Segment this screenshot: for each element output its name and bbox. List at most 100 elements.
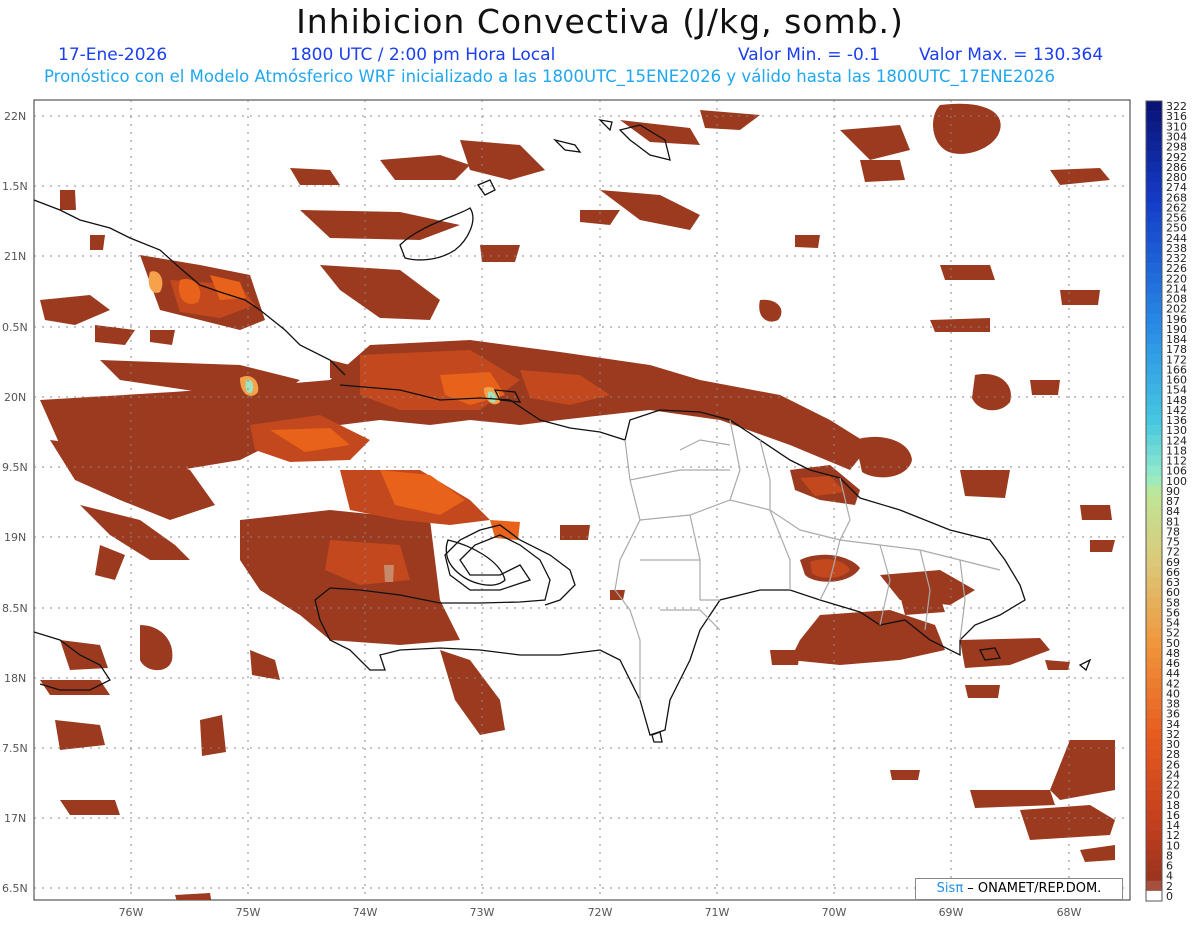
colorbar-label: 250: [1166, 222, 1187, 235]
colorbar-label: 184: [1166, 333, 1187, 346]
colorbar-swatch: [1146, 769, 1162, 780]
colorbar-swatch: [1146, 404, 1162, 416]
colorbar-swatch: [1146, 718, 1162, 730]
plot-frame: [33, 99, 1131, 901]
colorbar-swatch: [1146, 171, 1162, 183]
colorbar-label: 81: [1166, 515, 1180, 528]
colorbar-label: 280: [1166, 171, 1187, 184]
colorbar-label: 56: [1166, 606, 1180, 619]
colorbar-swatch: [1146, 141, 1162, 152]
colorbar-label: 42: [1166, 677, 1180, 690]
colorbar-label: 20: [1166, 789, 1180, 802]
colorbar-label: 4: [1166, 870, 1173, 883]
colorbar-label: 202: [1166, 303, 1187, 316]
lat-label: 18N: [4, 672, 26, 685]
colorbar-label: 58: [1166, 596, 1180, 609]
colorbar-label: 0: [1166, 890, 1173, 903]
colorbar-swatch: [1146, 374, 1162, 385]
lat-labels: 22N 1.5N 21N 0.5N 20N 9.5N 19N 8.5N 18N …: [2, 110, 28, 895]
colorbar-label: 268: [1166, 191, 1187, 204]
lat-label: 8.5N: [2, 602, 28, 615]
lat-label: 19N: [4, 531, 26, 544]
colorbar-label: 63: [1166, 576, 1180, 589]
lon-label: 68W: [1057, 906, 1082, 919]
colorbar-label: 18: [1166, 799, 1180, 812]
colorbar-label: 52: [1166, 627, 1180, 640]
lon-label: 74W: [353, 906, 378, 919]
lat-label: 1.5N: [2, 180, 28, 193]
colorbar-label: 90: [1166, 485, 1180, 498]
colorbar-label: 60: [1166, 586, 1180, 599]
colorbar-label: 112: [1166, 455, 1187, 468]
colorbar-label: 14: [1166, 819, 1180, 832]
lat-label: 0.5N: [2, 321, 28, 334]
colorbar-swatch: [1146, 232, 1162, 244]
lat-label: 17N: [4, 812, 26, 825]
colorbar-label: 310: [1166, 120, 1187, 133]
colorbar-swatch: [1146, 890, 1162, 902]
colorbar-swatch: [1146, 425, 1162, 436]
colorbar-swatch: [1146, 698, 1162, 709]
colorbar-label: 100: [1166, 475, 1187, 488]
colorbar-label: 28: [1166, 748, 1180, 761]
lat-label: 6.5N: [2, 882, 28, 895]
colorbar-label: 8: [1166, 849, 1173, 862]
colorbar-label: 69: [1166, 556, 1180, 569]
colorbar-swatch: [1146, 263, 1162, 274]
colorbar-swatch: [1146, 283, 1162, 294]
colorbar-label: 190: [1166, 323, 1187, 336]
colorbar-swatch: [1146, 637, 1162, 649]
colorbar-label: 40: [1166, 687, 1180, 700]
colorbar-label: 292: [1166, 151, 1187, 164]
colorbar-swatch: [1146, 830, 1162, 841]
lat-label: 21N: [4, 250, 26, 263]
lon-label: 75W: [236, 906, 261, 919]
colorbar-swatch: [1146, 111, 1162, 122]
colorbar-label: 10: [1166, 839, 1180, 852]
colorbar-swatch: [1146, 657, 1162, 669]
colorbar-label: 106: [1166, 465, 1187, 478]
colorbar-label: 322: [1166, 100, 1187, 113]
lon-label: 73W: [470, 906, 495, 919]
colorbar-swatch: [1146, 526, 1162, 537]
colorbar-swatch: [1146, 212, 1162, 223]
colorbar-swatch: [1146, 485, 1162, 497]
colorbar-label: 26: [1166, 758, 1180, 771]
colorbar-swatch: [1146, 495, 1162, 507]
colorbar-label: 316: [1166, 110, 1187, 123]
colorbar-label: 262: [1166, 201, 1187, 214]
colorbar-label: 130: [1166, 424, 1187, 437]
colorbar-swatch: [1146, 779, 1162, 790]
colorbar-label: 142: [1166, 404, 1187, 417]
colorbar-label: 12: [1166, 829, 1180, 842]
province-borders: [614, 419, 1001, 700]
colorbar-swatch: [1146, 242, 1162, 254]
colorbar-label: 286: [1166, 161, 1187, 174]
colorbar-label: 244: [1166, 232, 1187, 245]
colorbar-label: 75: [1166, 536, 1180, 549]
colorbar-swatch: [1146, 465, 1162, 476]
colorbar-swatch: [1146, 840, 1162, 851]
colorbar-swatch: [1146, 860, 1162, 871]
colorbar-label: 208: [1166, 293, 1187, 306]
colorbar-label: 196: [1166, 313, 1187, 326]
colorbar-label: 32: [1166, 728, 1180, 741]
credit-sis: Sis: [936, 881, 956, 896]
colorbar-swatch: [1146, 607, 1162, 618]
colorbar-label: 44: [1166, 667, 1180, 680]
credit-box: Sisπ – ONAMET/REP.DOM.: [915, 878, 1123, 900]
colorbar-swatch: [1146, 617, 1162, 628]
colorbar-swatch: [1146, 222, 1162, 233]
colorbar-swatch: [1146, 101, 1162, 112]
colorbar-label: 36: [1166, 708, 1180, 721]
colorbar-label: 238: [1166, 242, 1187, 255]
colorbar-swatch: [1146, 556, 1162, 568]
colorbar-swatch: [1146, 394, 1162, 406]
colorbar-swatch: [1146, 678, 1162, 689]
colorbar-swatch: [1146, 799, 1162, 811]
lon-label: 71W: [705, 906, 730, 919]
colorbar-label: 214: [1166, 282, 1187, 295]
colorbar-label: 78: [1166, 525, 1180, 538]
colorbar-swatch: [1146, 759, 1162, 770]
colorbar-label: 38: [1166, 698, 1180, 711]
